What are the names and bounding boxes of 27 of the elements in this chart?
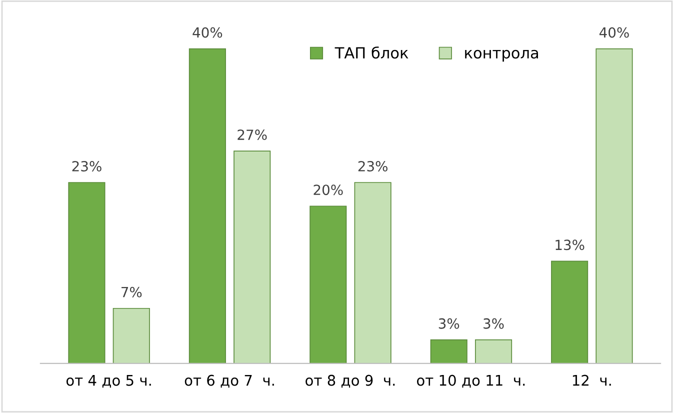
bar (354, 182, 392, 364)
bar (68, 182, 106, 364)
data-label: 3% (484, 318, 504, 329)
bar (430, 339, 468, 364)
bar (551, 260, 588, 364)
bar (474, 339, 512, 364)
x-tick-label: 12 ч. (572, 374, 611, 386)
x-tick-label: от 10 до 11 ч. (417, 374, 525, 388)
bar (234, 150, 271, 364)
bar (310, 206, 347, 364)
data-label: 7% (122, 286, 142, 298)
data-label: 3% (438, 318, 460, 329)
legend-label: контрола (465, 50, 538, 62)
data-label: 20% (314, 184, 343, 196)
data-label: 27% (238, 130, 267, 140)
bar (188, 48, 226, 364)
bar (596, 48, 633, 364)
data-label: 40% (599, 27, 629, 38)
data-label: 40% (192, 27, 222, 38)
data-label: 13% (556, 240, 584, 250)
bar (112, 308, 150, 364)
data-label: 23% (358, 160, 388, 172)
x-tick-label: от 4 до 5 ч. (66, 375, 151, 388)
x-tick-label: от 6 до 7 ч. (184, 374, 274, 388)
data-label: 23% (72, 160, 102, 172)
x-tick-label: от 8 до 9 ч. (306, 374, 395, 388)
legend-label: ТАП блок (334, 46, 408, 59)
